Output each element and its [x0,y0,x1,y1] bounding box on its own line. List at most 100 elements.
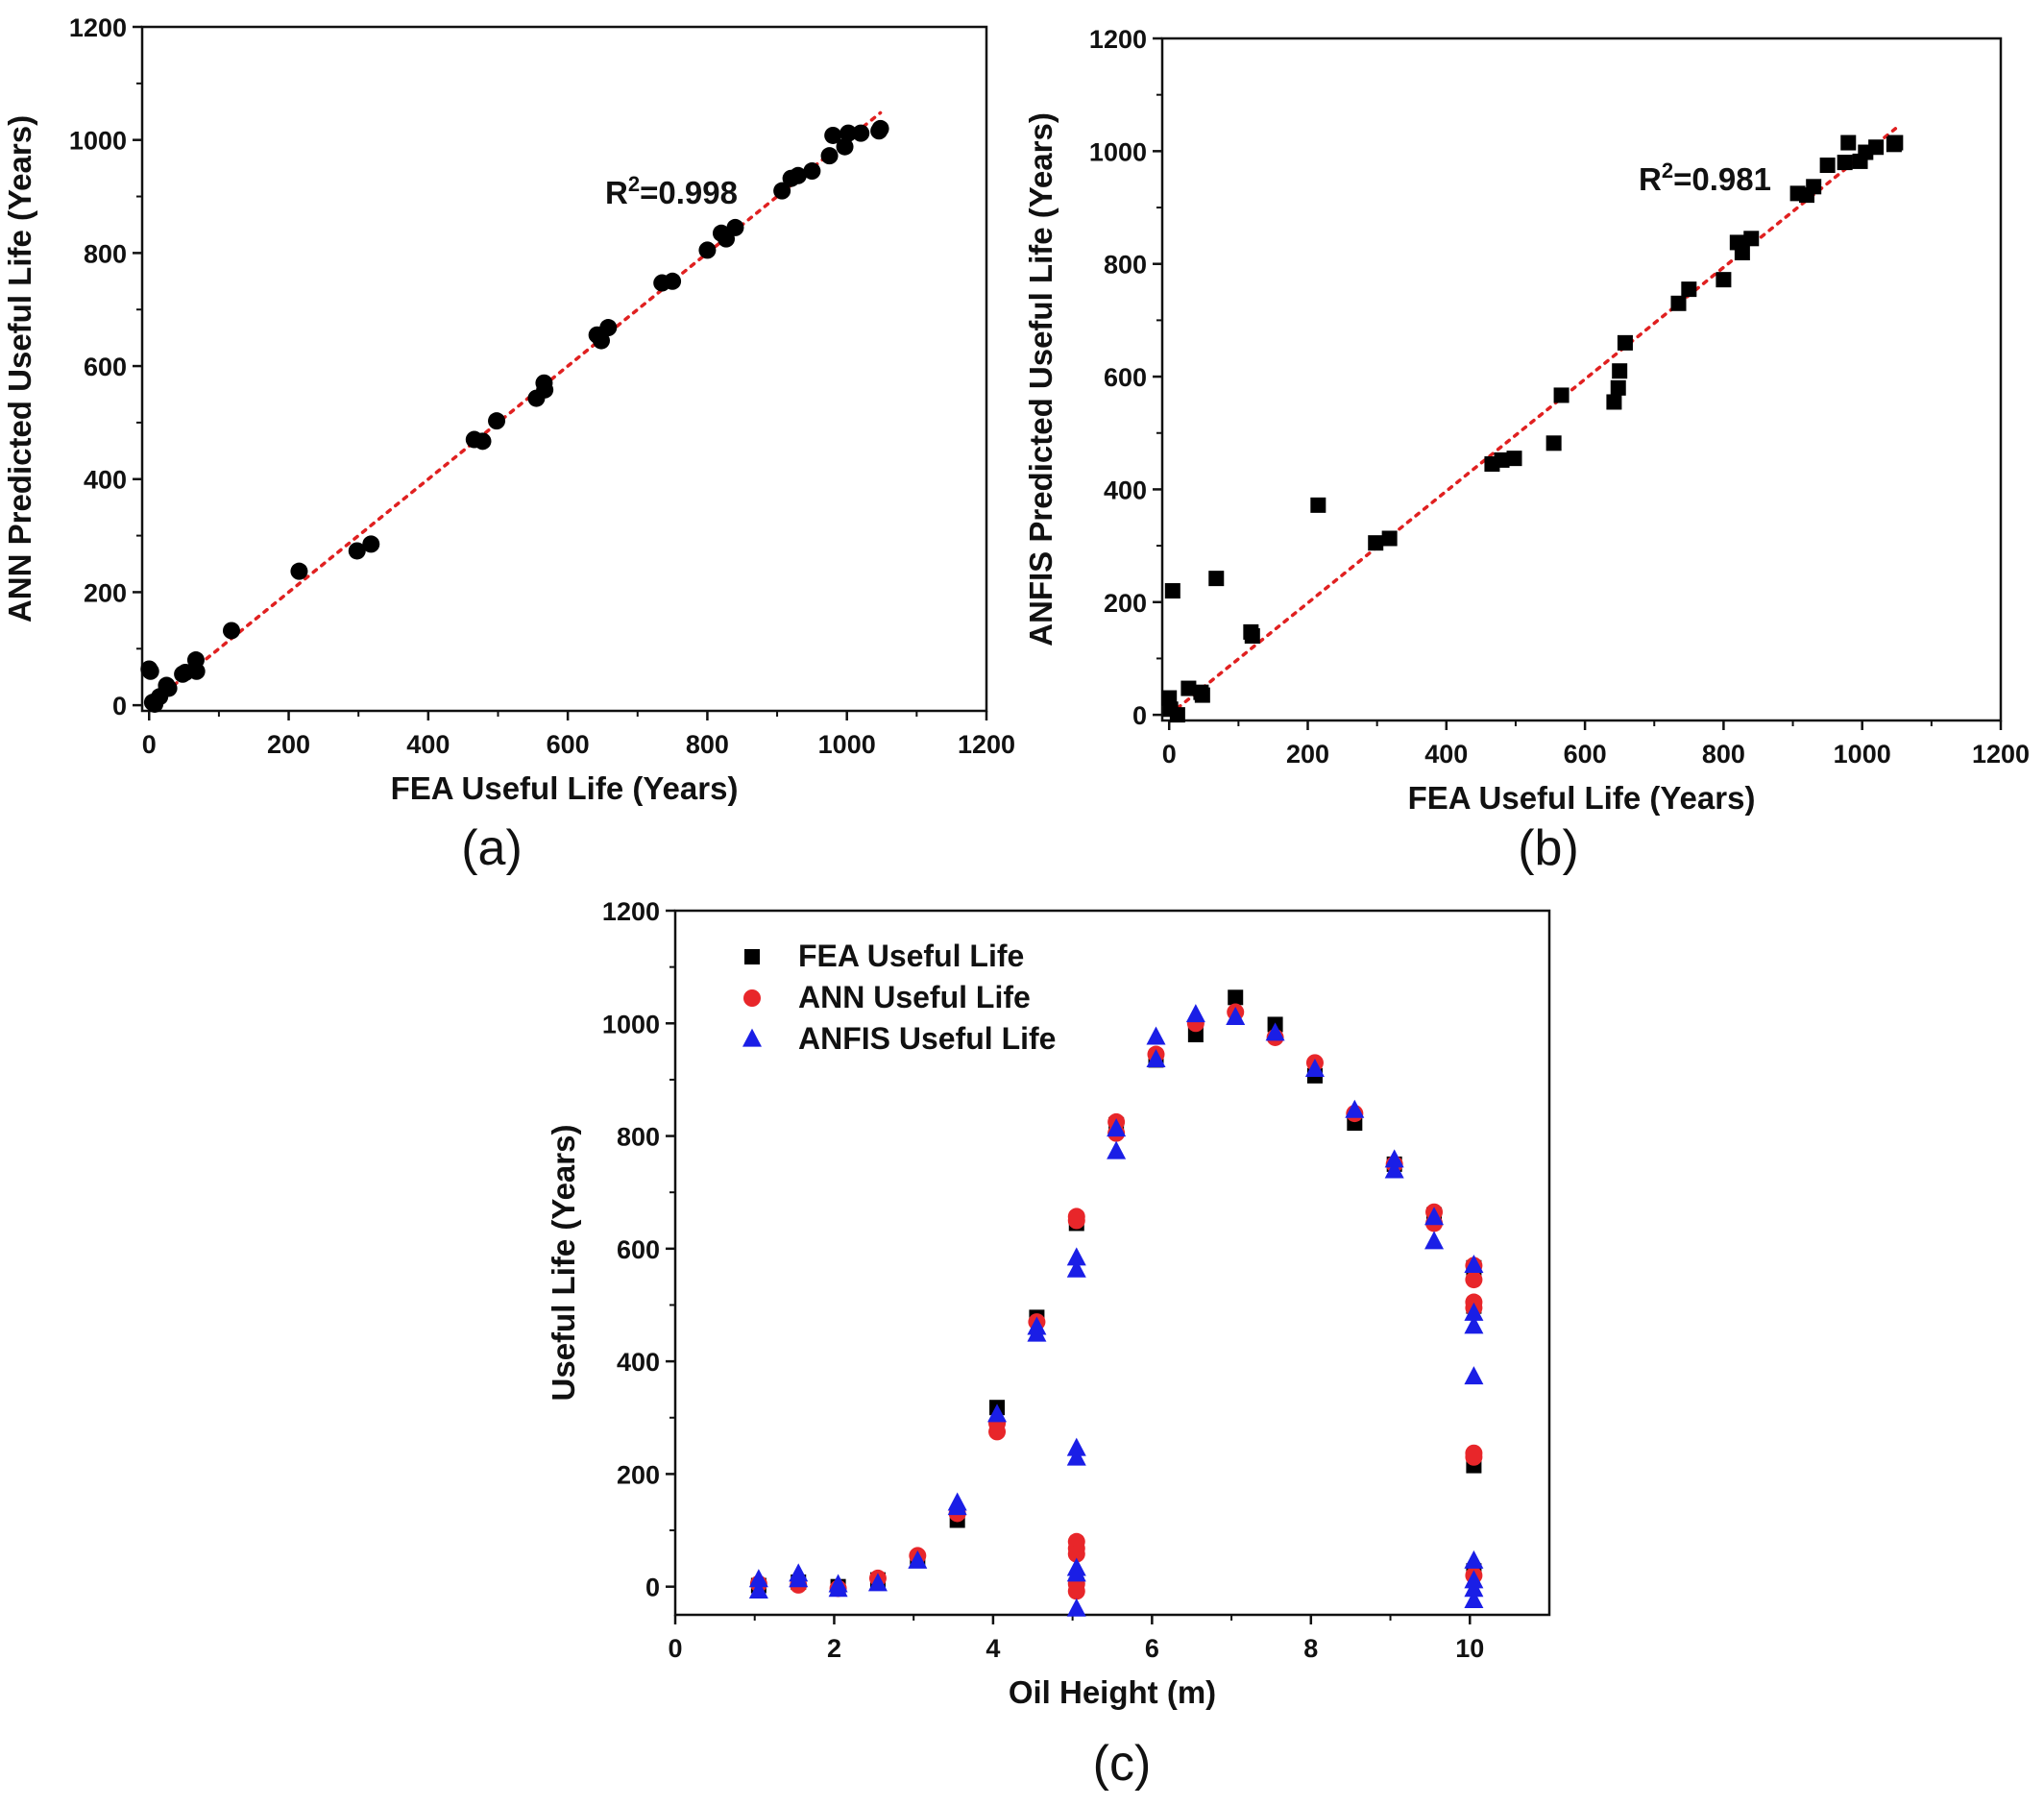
legend-marker [744,949,760,964]
data-point [988,1423,1007,1441]
data-point [1310,497,1326,513]
data-point [1670,295,1687,311]
y-tick-label: 800 [84,239,127,268]
x-tick-label: 1200 [1972,740,2030,769]
data-point [871,119,889,137]
x-tick-label: 1000 [818,730,876,759]
y-tick-label: 200 [617,1460,660,1489]
data-point [348,542,366,560]
data-point [474,432,492,451]
data-point [488,412,506,430]
data-point [159,679,178,697]
data-point [1545,435,1562,452]
series-2 [749,1003,1483,1600]
data-point [836,137,854,156]
data-point [290,562,308,580]
y-tick-label: 0 [1132,701,1147,730]
x-tick-label: 8 [1303,1634,1318,1663]
series-3 [748,1004,1484,1617]
data-point [824,126,842,144]
data-point [1734,244,1750,260]
data-point [1837,155,1853,171]
data-point [1265,1022,1285,1041]
data-point [840,124,858,142]
y-axis-label: Useful Life (Years) [546,1125,581,1402]
chart-panel-1: 0 200 400 600 800 1000 1200 0 200 400 600 800 1000 12… [2,13,1015,876]
data-point [1345,1099,1365,1118]
data-point [1304,1058,1325,1077]
y-axis-label: ANFIS Predicted Useful Life (Years) [1023,112,1058,647]
data-point [187,662,206,680]
data-point [1066,1598,1086,1617]
data-point [1819,158,1836,174]
data-point [1066,1258,1086,1278]
x-axis-label: FEA Useful Life (Years) [391,770,739,806]
plot-frame [140,25,988,713]
x-tick-label: 200 [1286,740,1329,769]
x-axis-label: FEA Useful Life (Years) [1408,780,1756,816]
x-tick-label: 600 [547,730,590,759]
data-point [1194,687,1210,703]
data-point [1027,1323,1047,1342]
series-1 [750,989,1482,1595]
data-point [1146,1048,1166,1067]
data-point [1180,680,1197,696]
data-point [1610,379,1626,396]
data-point [867,1573,888,1592]
data-point [664,272,682,290]
data-point [1464,1550,1484,1569]
y-tick-label: 600 [84,353,127,381]
chart-panel-3: 0 2 4 6 8 10 0 200 400 600 800 1000 1200 Oil Height (… [546,897,1551,1792]
data-point [1107,1118,1127,1137]
data-point [1228,989,1244,1006]
data-point [1868,139,1885,156]
y-tick-label: 1000 [1089,137,1147,166]
data-point [789,166,807,184]
data-point [1464,1589,1484,1608]
panel-label: (b) [1518,820,1579,876]
data-point [599,319,618,337]
data-point [1612,363,1628,379]
data-point [1067,1545,1085,1563]
x-axis-label: Oil Height (m) [1009,1674,1216,1710]
x-tick-label: 0 [142,730,157,759]
data-point [1606,394,1622,410]
data-point [1384,1149,1404,1168]
data-point [362,535,380,553]
data-point [1226,1007,1246,1026]
x-tick-label: 2 [827,1634,841,1663]
legend: FEA Useful Life ANN Useful Life ANFIS Usef… [742,939,1056,1056]
x-tick-label: 400 [406,730,450,759]
data-point [1887,134,1904,151]
y-tick-label: 1200 [602,897,660,926]
data-point [1067,1211,1085,1230]
data-point [1465,1271,1483,1289]
y-axis-label: ANN Predicted Useful Life (Years) [2,115,37,622]
r-squared-annotation: R2=0.998 [605,172,738,210]
legend-label: ANFIS Useful Life [798,1021,1056,1056]
data-point [1066,1447,1086,1466]
data-point [141,662,159,680]
data-point [698,241,717,259]
y-tick-label: 0 [645,1574,660,1602]
legend-marker [742,1028,762,1047]
data-points [1161,134,1904,723]
data-point [1066,1563,1086,1582]
data-point [1464,1578,1484,1598]
x-tick-label: 1200 [958,730,1015,759]
y-tick-label: 400 [84,466,127,495]
data-point [726,218,744,236]
y-tick-label: 600 [617,1235,660,1264]
fit-line [147,110,883,707]
data-point [803,162,821,181]
data-point [1743,231,1760,247]
data-point [1107,1140,1127,1159]
r-squared-annotation: R2=0.981 [1639,159,1771,197]
y-tick-label: 1000 [602,1010,660,1038]
data-point [789,1569,809,1588]
data-point [1381,530,1398,547]
data-point [773,182,791,200]
y-tick-label: 1200 [69,13,127,42]
data-point [1244,627,1260,644]
data-point [1424,1231,1445,1250]
